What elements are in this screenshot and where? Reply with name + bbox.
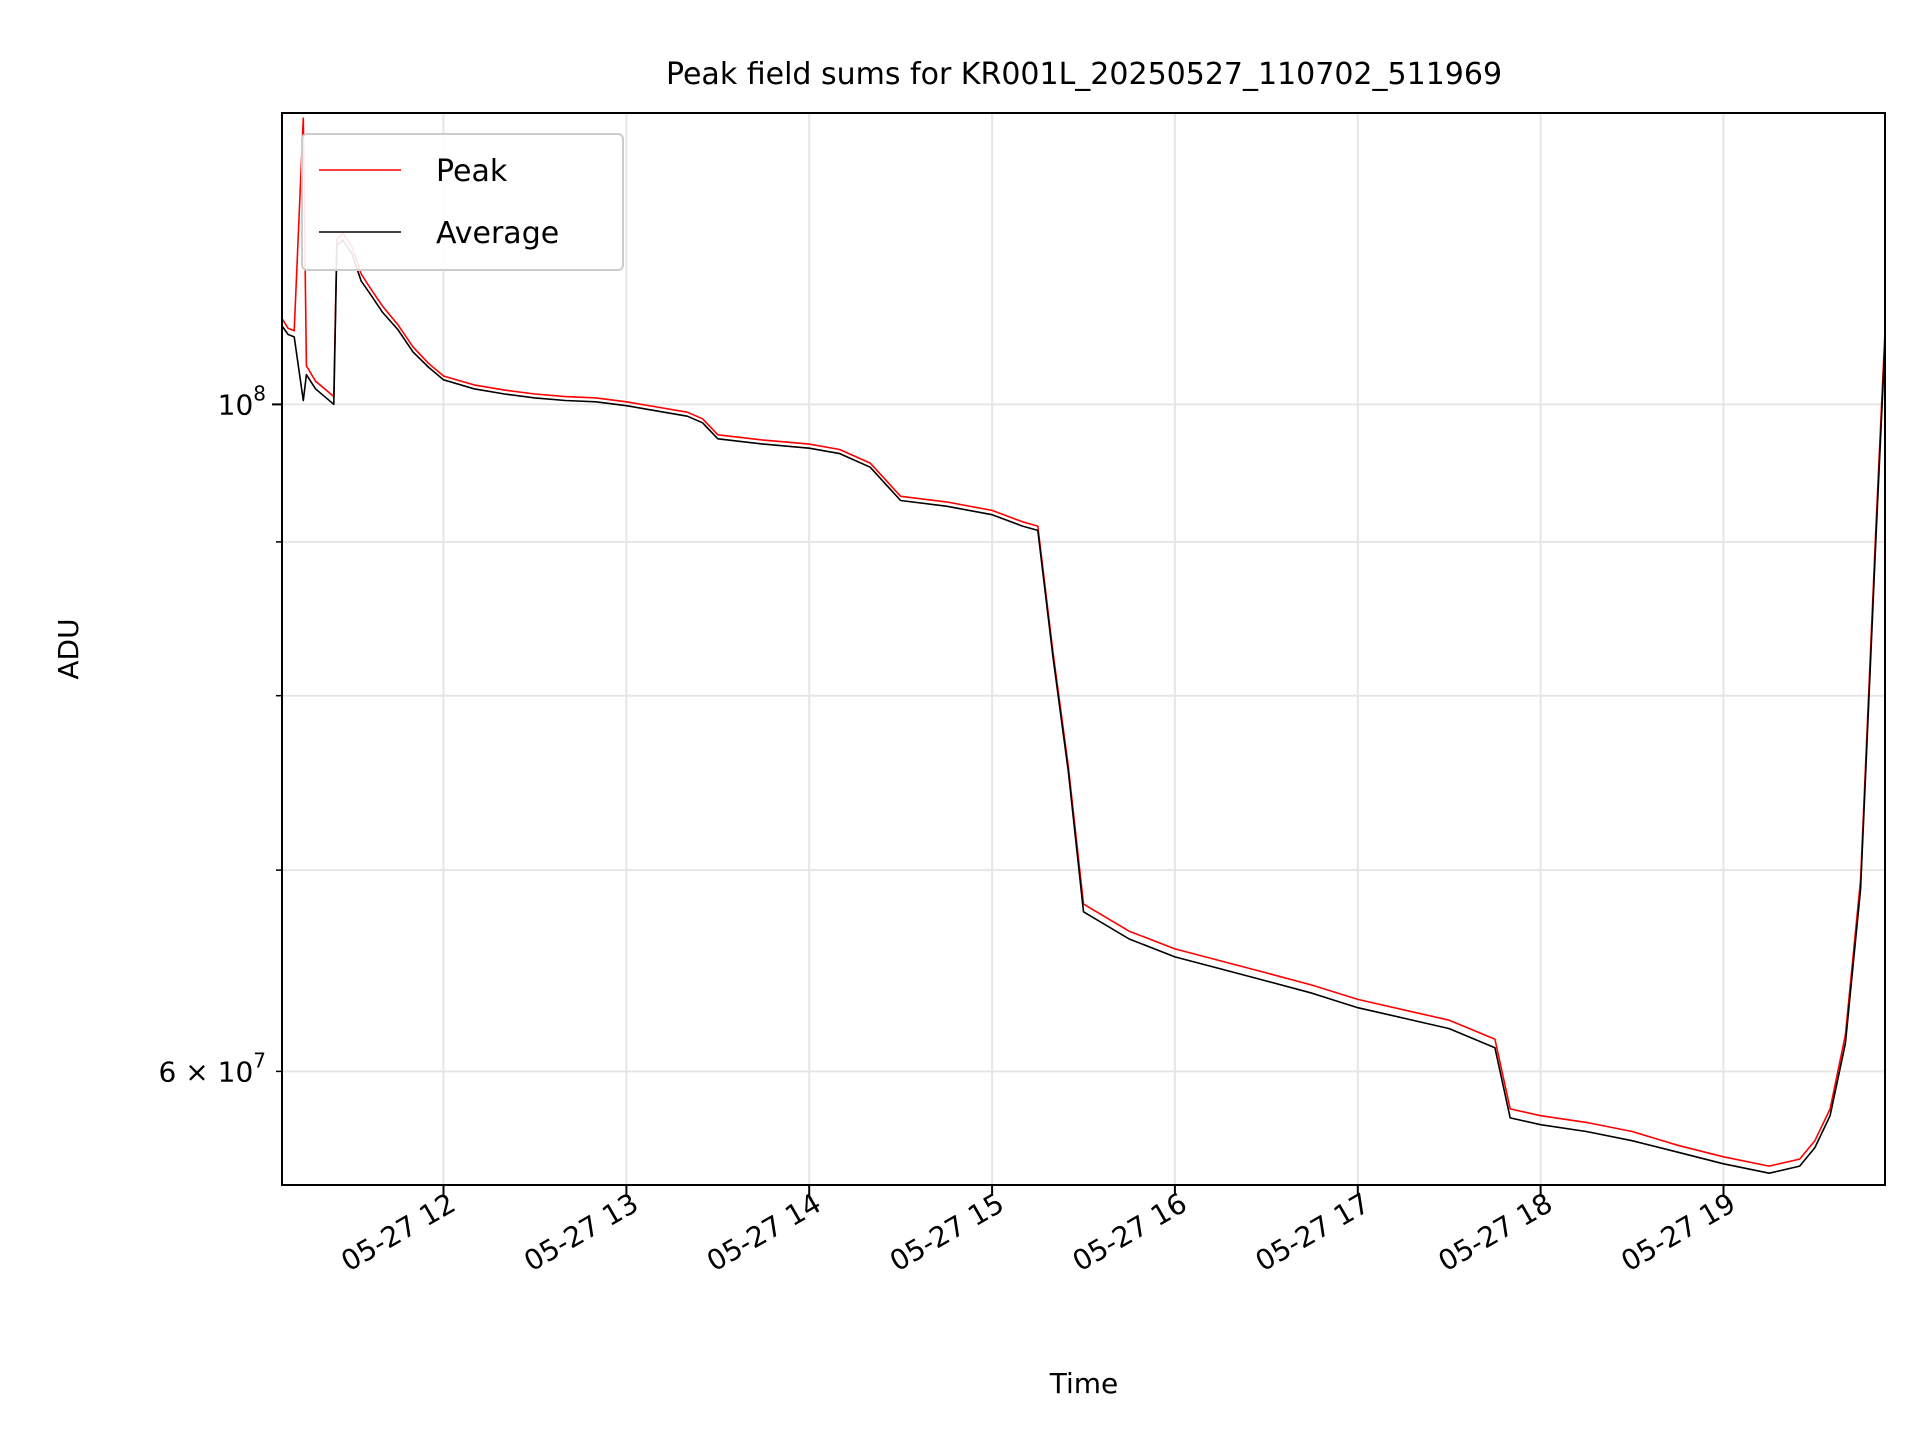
y-tick-label: 6 × 107 [159,1048,266,1088]
legend-box [301,133,624,271]
y-axis: 108 6 × 107 [159,381,282,1088]
legend-average-label: Average [436,216,559,251]
y-tick-label: 108 [218,381,266,421]
x-axis-label: Time [1049,1367,1119,1400]
series-line-average [282,239,1885,1174]
legend-peak-label: Peak [436,154,508,189]
grid-layer [282,113,1885,1185]
legend: Peak Average [301,133,624,271]
y-axis-label: ADU [52,618,85,679]
chart-title: Peak field sums for KR001L_20250527_1107… [666,57,1502,92]
plot-frame [281,112,1886,1186]
